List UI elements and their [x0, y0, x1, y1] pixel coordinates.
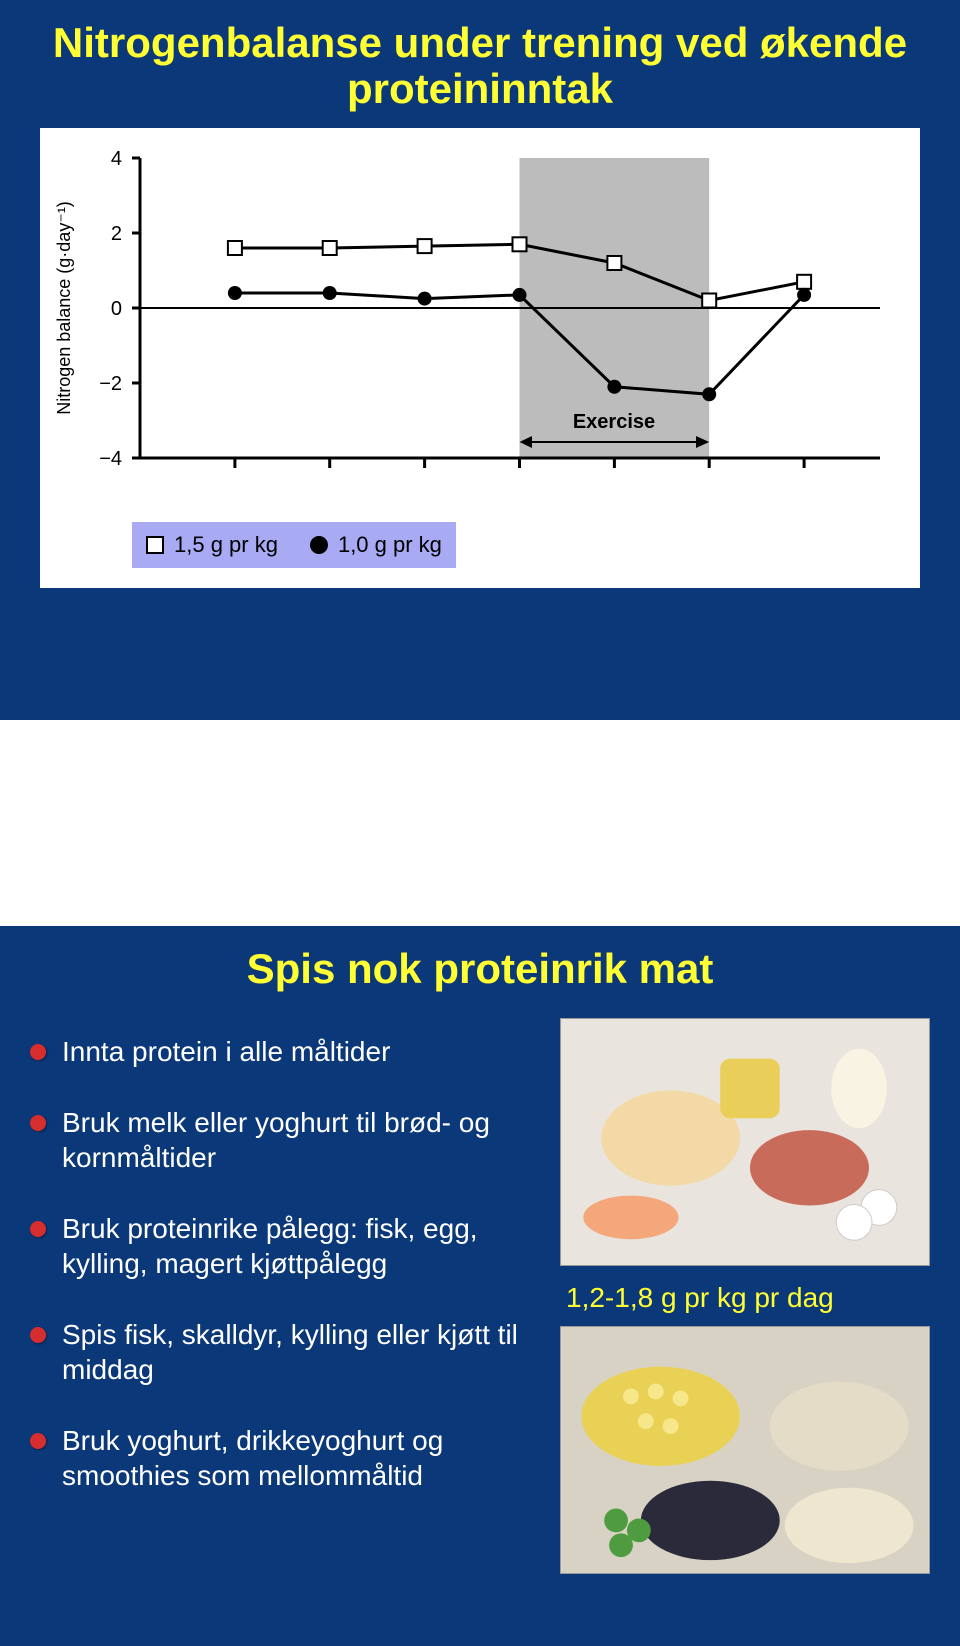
right-column: 1,2-1,8 g pr kg pr dag — [560, 1018, 930, 1574]
chart-legend: 1,5 g pr kg 1,0 g pr kg — [132, 522, 456, 568]
bullet-dot-icon — [30, 1044, 46, 1060]
legend-label-1p5: 1,5 g pr kg — [174, 532, 278, 558]
slide-protein-food: Spis nok proteinrik mat Innta protein i … — [0, 926, 960, 1646]
legend-label-1p0: 1,0 g pr kg — [338, 532, 442, 558]
svg-text:2: 2 — [111, 223, 122, 245]
list-item: Bruk melk eller yoghurt til brød- og kor… — [30, 1105, 540, 1175]
legend-marker-open-square — [146, 536, 164, 554]
svg-text:4: 4 — [111, 148, 122, 170]
grains-illustration-icon — [561, 1327, 929, 1573]
food-image-top — [560, 1018, 930, 1266]
svg-text:−2: −2 — [99, 373, 122, 395]
image-caption: 1,2-1,8 g pr kg pr dag — [560, 1278, 930, 1314]
bullet-text: Spis fisk, skalldyr, kylling eller kjøtt… — [62, 1317, 540, 1387]
bullet-dot-icon — [30, 1433, 46, 1449]
list-item: Innta protein i alle måltider — [30, 1034, 540, 1069]
y-ticks: 4 2 0 −2 −4 — [99, 148, 140, 470]
slide1-title: Nitrogenbalanse under trening ved økende… — [0, 0, 960, 128]
food-illustration-icon — [561, 1019, 929, 1265]
svg-text:0: 0 — [111, 298, 122, 320]
list-item: Bruk proteinrike pålegg: fisk, egg, kyll… — [30, 1211, 540, 1281]
bullet-dot-icon — [30, 1115, 46, 1131]
bullet-dot-icon — [30, 1221, 46, 1237]
bullet-text: Innta protein i alle måltider — [62, 1034, 390, 1069]
food-image-bottom — [560, 1326, 930, 1574]
svg-text:Exercise: Exercise — [573, 411, 655, 433]
chart-panel: 4 2 0 −2 −4 Ni — [40, 128, 920, 588]
list-item: Bruk yoghurt, drikkeyoghurt og smoothies… — [30, 1423, 540, 1493]
list-item: Spis fisk, skalldyr, kylling eller kjøtt… — [30, 1317, 540, 1387]
nitrogen-balance-chart: 4 2 0 −2 −4 Ni — [40, 128, 920, 588]
bullet-text: Bruk yoghurt, drikkeyoghurt og smoothies… — [62, 1423, 540, 1493]
bullet-text: Bruk proteinrike pålegg: fisk, egg, kyll… — [62, 1211, 540, 1281]
legend-marker-filled-circle — [310, 536, 328, 554]
y-axis-label: Nitrogen balance (g·day⁻¹) — [54, 202, 74, 416]
slide2-body: Innta protein i alle måltider Bruk melk … — [0, 1008, 960, 1594]
bullet-text: Bruk melk eller yoghurt til brød- og kor… — [62, 1105, 540, 1175]
svg-text:−4: −4 — [99, 448, 122, 470]
bullet-dot-icon — [30, 1327, 46, 1343]
slide-nitrogen-balance: Nitrogenbalanse under trening ved økende… — [0, 0, 960, 720]
bullet-list: Innta protein i alle måltider Bruk melk … — [30, 1018, 540, 1574]
slide2-title: Spis nok proteinrik mat — [0, 926, 960, 1008]
